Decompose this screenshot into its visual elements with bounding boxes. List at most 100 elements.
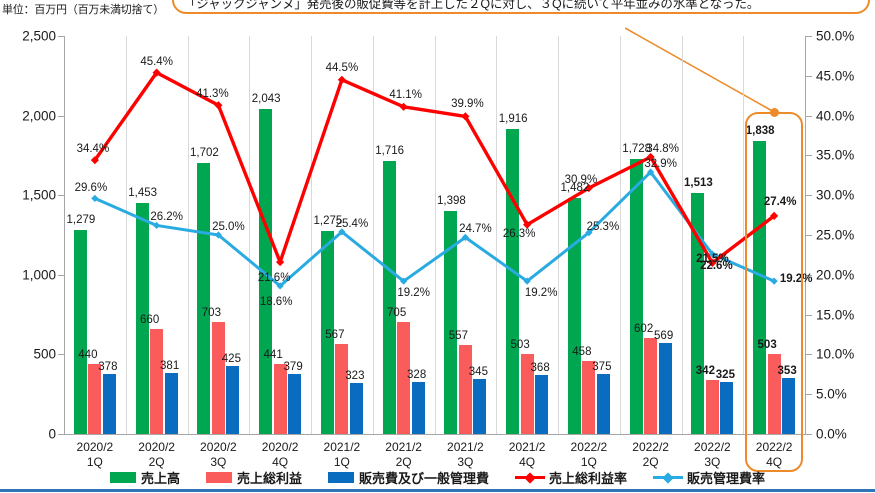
bar-sga (720, 382, 734, 434)
x-axis-label: 2020/2 2Q (138, 440, 175, 470)
bar-label-gross-profit: 342 (695, 364, 715, 377)
x-axis-label-period: 2021/2 (385, 440, 422, 454)
gross-margin-line-marker (152, 68, 161, 77)
category-separator (125, 36, 127, 434)
point-label-sga-ratio: 19.2% (524, 287, 558, 300)
right-axis-tick (806, 36, 812, 37)
x-axis-label: 2020/2 3Q (200, 440, 237, 470)
bar-label-revenue: 2,043 (251, 92, 281, 105)
bar-label-revenue: 1,716 (375, 144, 405, 157)
right-axis-tick-label: 35.0% (816, 147, 855, 163)
right-axis-tick (806, 115, 812, 117)
bar-label-sga: 353 (777, 364, 797, 377)
bar-sga (473, 379, 487, 434)
bar-gross-profit (458, 345, 472, 434)
point-label-gross-margin: 45.4% (140, 55, 173, 68)
point-label-gross-margin: 39.9% (451, 98, 484, 111)
category-separator (558, 36, 559, 434)
x-axis-label-period: 2020/2 (138, 440, 175, 454)
bar-label-sga: 375 (592, 361, 612, 374)
bar-label-sga: 325 (715, 369, 735, 382)
point-label-sga-ratio: 25.4% (335, 217, 369, 230)
x-axis-label: 2020/2 4Q (262, 440, 299, 470)
x-axis-label-quarter: 4Q (272, 455, 289, 469)
chart-legend: 売上高 売上総利益 販売費及び一般管理費 売上総利益率 販売管理費率 (0, 466, 875, 488)
right-axis-tick-label: 0.0% (816, 426, 847, 442)
right-axis-tick (806, 195, 812, 197)
bar-sga (411, 381, 425, 434)
x-axis-label-period: 2022/2 (632, 440, 669, 454)
point-label-gross-margin: 41.1% (389, 88, 422, 101)
category-separator (187, 36, 189, 434)
legend-swatch-icon (109, 471, 136, 483)
legend-line-icon (515, 471, 545, 484)
bottom-axis-line (64, 434, 806, 435)
x-axis-label-quarter: 3Q (457, 455, 474, 469)
left-axis-tick-label: 2,500 (22, 28, 56, 44)
bar-label-gross-profit: 557 (448, 330, 468, 343)
bar-label-sga: 425 (221, 353, 241, 366)
x-axis-label: 2021/2 3Q (447, 440, 484, 470)
point-label-sga-ratio: 18.6% (259, 295, 293, 308)
bar-gross-profit (211, 322, 225, 434)
left-axis-tick-label: 1,500 (22, 187, 56, 203)
bar-label-sga: 569 (654, 330, 674, 343)
bar-label-revenue: 1,482 (560, 182, 590, 195)
bar-label-revenue: 1,838 (745, 125, 775, 138)
sga-ratio-line-marker (523, 277, 531, 285)
right-axis-tick (806, 394, 812, 396)
point-label-sga-ratio: 19.2% (397, 287, 430, 300)
x-axis-label: 2021/2 2Q (385, 440, 422, 470)
right-axis-line (805, 36, 806, 434)
bar-gross-profit (397, 321, 411, 434)
bar-label-gross-profit: 660 (140, 313, 160, 326)
bar-revenue (567, 198, 581, 434)
bar-revenue (691, 193, 705, 434)
x-axis-label-quarter: 3Q (210, 455, 227, 469)
bar-gross-profit (150, 328, 164, 434)
point-label-gross-margin: 30.9% (564, 174, 598, 187)
bar-label-revenue: 1,916 (498, 112, 528, 125)
gross-margin-line-marker (214, 101, 223, 110)
x-axis-label-quarter: 2Q (148, 455, 165, 469)
x-axis-label-quarter: 1Q (580, 455, 597, 469)
sga-ratio-line-marker (91, 194, 99, 202)
bar-label-gross-profit: 705 (387, 306, 407, 319)
category-separator (311, 36, 312, 434)
point-label-gross-margin: 34.8% (646, 142, 679, 155)
left-axis-tick (58, 354, 64, 356)
point-label-gross-margin: 26.3% (502, 227, 536, 240)
gross-margin-line-marker (461, 112, 470, 121)
bar-label-gross-profit: 567 (325, 328, 345, 341)
bar-label-sga: 345 (468, 366, 488, 379)
bar-label-sga: 368 (530, 362, 550, 375)
bar-revenue (197, 163, 211, 434)
bar-revenue (753, 141, 767, 434)
point-label-sga-ratio: 32.9% (644, 158, 677, 171)
callout-text: 「ジャックジャンヌ」発売後の販促費等を計上した２Qに対し、３Qに続いて平年並みの… (184, 0, 760, 11)
point-label-gross-margin: 44.5% (325, 61, 359, 74)
bar-revenue (73, 230, 87, 434)
bar-sga (658, 343, 672, 434)
gross-margin-line-marker (276, 257, 285, 267)
bar-label-gross-profit: 503 (510, 338, 530, 351)
legend-swatch-icon (205, 471, 232, 483)
gross-margin-line-marker (399, 102, 408, 111)
right-axis-tick-label: 10.0% (816, 346, 855, 362)
right-axis-tick-label: 30.0% (816, 187, 855, 203)
bar-label-sga: 328 (407, 368, 427, 381)
point-label-gross-margin: 34.4% (76, 143, 110, 156)
point-label-sga-ratio: 19.2% (779, 273, 813, 286)
right-axis-tick (806, 354, 812, 356)
bar-label-gross-profit: 602 (634, 323, 654, 336)
unit-label: 単位：百万円（百万未満切捨て） (2, 4, 164, 16)
right-axis-tick-label: 50.0% (816, 28, 855, 44)
left-axis-tick (58, 36, 64, 37)
bar-label-revenue: 1,728 (622, 142, 652, 155)
bar-sga (782, 377, 796, 434)
bar-label-sga: 379 (283, 360, 303, 373)
legend-item: 販売費及び一般管理費 (327, 468, 489, 487)
bar-label-gross-profit: 440 (78, 348, 98, 361)
point-label-sga-ratio: 25.3% (586, 220, 620, 233)
left-axis-tick-label: 1,000 (22, 267, 56, 283)
